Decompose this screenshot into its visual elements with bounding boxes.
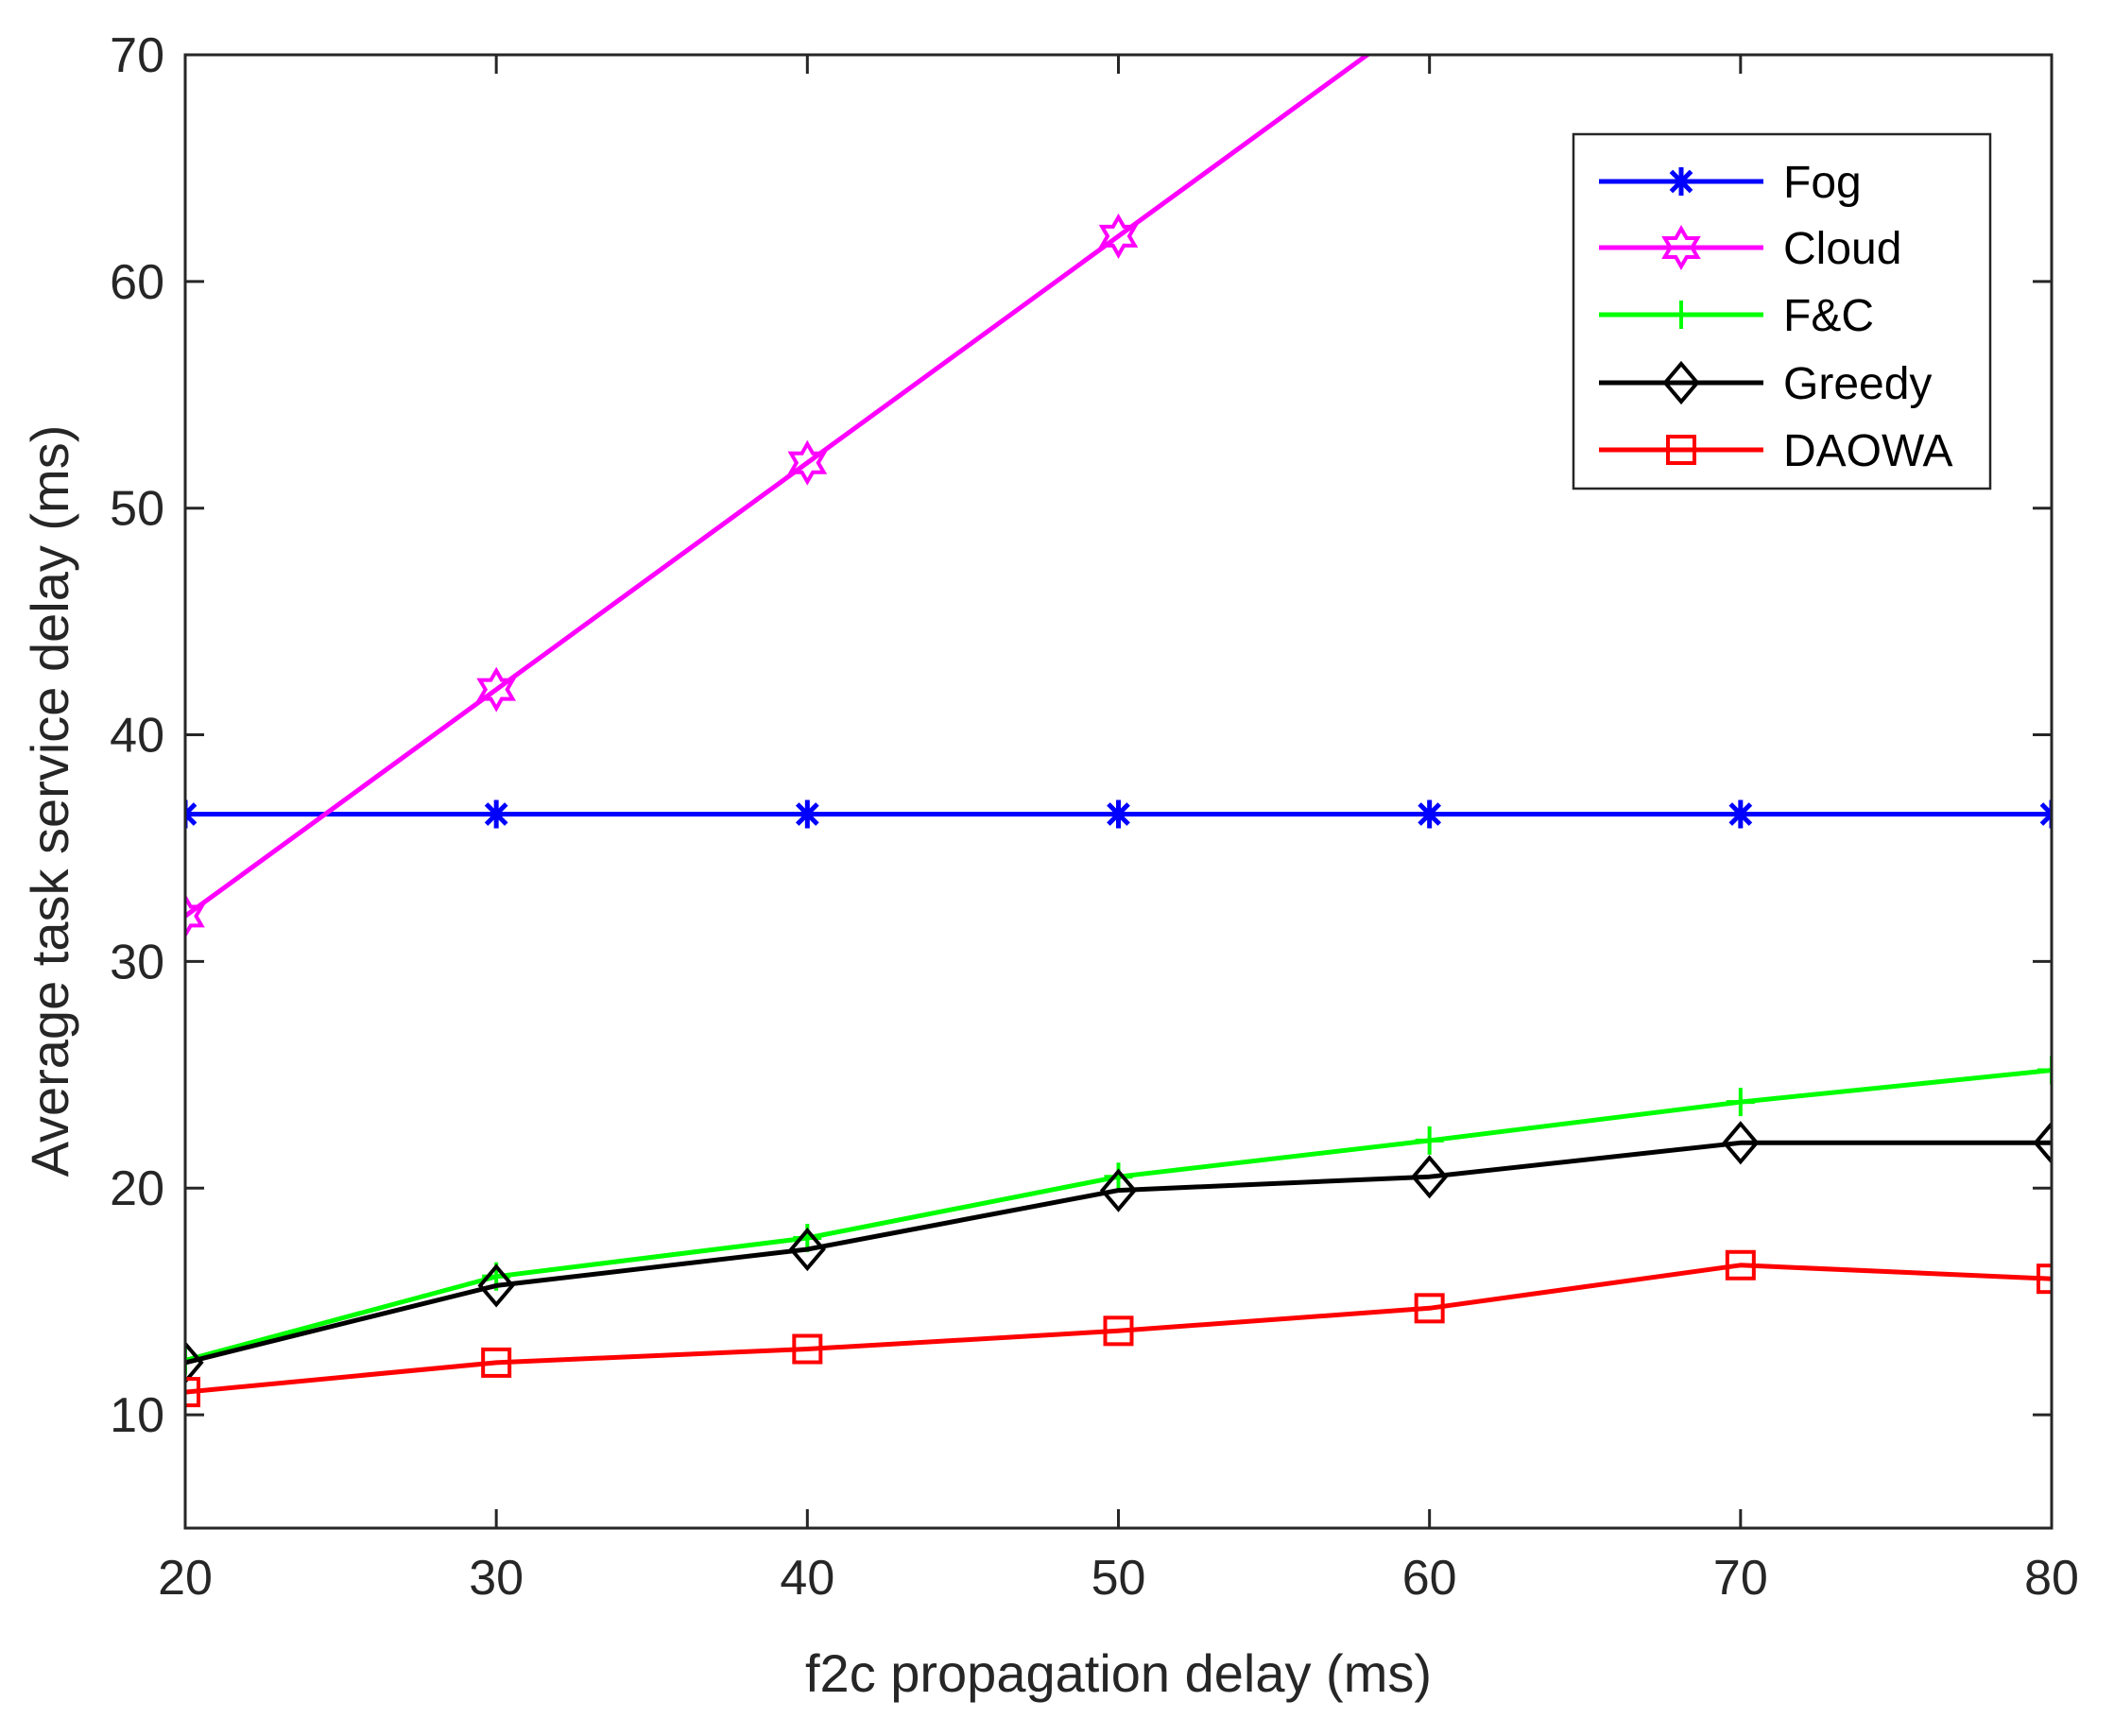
data-point-greedy [185,1340,204,1385]
legend-marker-cloud [1661,224,1701,271]
legend: Fog Cloud F&C Greedy DAOWA [1572,132,1992,490]
data-point-daowa [481,1347,512,1378]
x-tick-label: 40 [780,1551,834,1606]
x-tick-label: 50 [1091,1551,1146,1606]
x-tick-label: 60 [1402,1551,1457,1606]
data-point-f-c [1104,1162,1133,1192]
legend-label-greedy: Greedy [1783,359,1932,409]
data-point-fog [1415,799,1444,829]
series-greedy [185,1121,2052,1385]
data-point-cloud [185,893,205,939]
legend-item-fog: Fog [1599,158,1862,208]
y-tick-label: 40 [110,709,164,764]
x-tick-label: 30 [469,1551,524,1606]
x-tick-label: 80 [2024,1551,2079,1606]
data-point-f-c [1726,1088,1755,1117]
data-point-greedy [788,1227,826,1272]
data-point-f-c [2037,1056,2052,1085]
legend-marker-greedy [1662,360,1700,405]
legend-label-cloud: Cloud [1783,224,1901,274]
data-point-f-c [1415,1126,1444,1155]
legend-label-f-c: F&C [1783,291,1874,341]
data-point-daowa [792,1333,823,1365]
data-point-fog [1104,799,1133,829]
series-daowa [185,1249,2052,1408]
data-point-greedy [1411,1155,1449,1199]
y-axis-label: Average task service delay (ms) [20,425,79,1177]
series-line-daowa [185,1263,2052,1395]
legend-item-cloud: Cloud [1599,224,1901,274]
data-point-daowa [1103,1315,1134,1347]
data-point-greedy [2033,1121,2052,1165]
y-tick-label: 30 [110,935,164,989]
series-line-cloud [185,55,1372,919]
legend-item-f-c: F&C [1599,291,1874,341]
x-tick-label: 20 [158,1551,213,1606]
data-point-cloud [787,439,828,486]
legend-label-daowa: DAOWA [1783,426,1953,476]
data-point-daowa [185,1377,200,1408]
legend-marker-f-c [1667,301,1695,329]
y-tick-label: 50 [110,482,164,537]
data-point-cloud [1098,213,1139,259]
series-layer [185,55,2052,1408]
axes-layer: 20 30 40 50 60 70 80 10 20 30 40 50 60 70 f2c propagat… [20,28,2079,1703]
data-point-fog [793,799,822,829]
data-point-fog [482,799,511,829]
series-fog [185,799,2052,829]
y-tick-label: 10 [110,1388,164,1443]
legend-box [1572,132,1992,490]
data-point-cloud [476,666,516,713]
data-point-daowa [2037,1263,2052,1295]
y-tick-label: 20 [110,1161,164,1216]
legend-marker-daowa [1666,435,1696,465]
data-point-greedy [1722,1121,1760,1165]
data-point-greedy [477,1263,515,1308]
legend-label-fog: Fog [1783,158,1862,208]
data-point-daowa [1414,1293,1445,1324]
series-line-greedy [185,1140,2052,1366]
x-tick-label: 70 [1713,1551,1768,1606]
series-cloud [185,55,1372,939]
y-tick-label: 70 [110,28,164,83]
x-axis-label: f2c propagation delay (ms) [805,1643,1432,1703]
data-point-greedy [1099,1168,1138,1212]
data-point-daowa [1725,1249,1756,1281]
legend-item-daowa: DAOWA [1599,426,1953,476]
data-point-fog [1726,799,1755,829]
legend-marker-fog [1667,167,1695,196]
legend-item-greedy: Greedy [1599,359,1932,409]
y-tick-label: 60 [110,255,164,310]
